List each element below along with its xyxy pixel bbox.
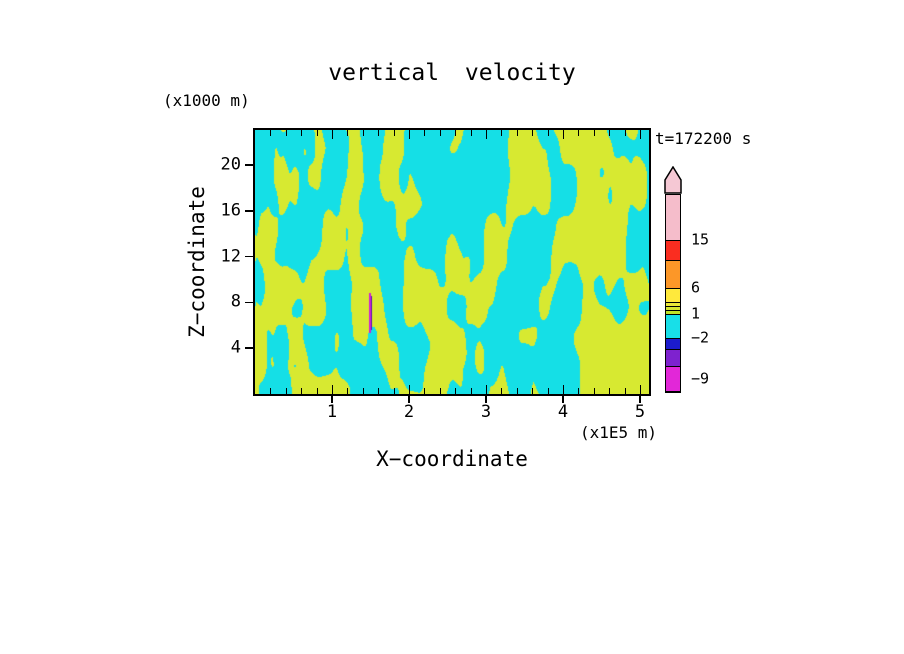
colorbar-segment: [665, 366, 681, 391]
bottom-tick: [378, 388, 380, 394]
colorbar-segment: [665, 194, 681, 240]
y-tick-label: 12: [220, 246, 241, 267]
bottom-tick: [347, 388, 349, 394]
bottom-tick: [563, 385, 564, 394]
contour-field: [255, 130, 649, 394]
x-major-tick: [408, 396, 410, 403]
top-tick: [640, 130, 641, 139]
top-tick: [347, 130, 349, 136]
bottom-tick: [332, 385, 333, 394]
top-tick: [593, 130, 595, 136]
top-tick: [270, 130, 272, 136]
bottom-tick: [640, 385, 641, 394]
x-tick-label: 3: [480, 402, 492, 422]
colorbar-tick-label: 6: [691, 278, 701, 297]
top-tick: [532, 130, 534, 136]
colorbar-tick-label: −9: [691, 369, 710, 387]
colorbar-segment: [665, 349, 681, 366]
top-tick: [424, 130, 426, 136]
bottom-tick: [578, 388, 580, 394]
colorbar-segment: [665, 288, 681, 302]
top-tick: [409, 130, 410, 139]
top-tick: [455, 130, 457, 136]
chart-title: vertical velocity: [328, 60, 576, 86]
bottom-tick: [547, 388, 549, 394]
y-major-tick: [245, 255, 253, 258]
bottom-tick: [316, 388, 318, 394]
y-axis-unit: (x1000 m): [163, 91, 250, 110]
x-major-tick: [331, 396, 333, 403]
x-major-tick: [562, 396, 564, 403]
colorbar-segment: [665, 302, 681, 306]
x-axis-label: X−coordinate: [376, 447, 528, 471]
bottom-tick: [470, 388, 472, 394]
y-tick-label: 16: [220, 200, 241, 221]
x-major-tick: [639, 396, 641, 403]
x-axis-unit: (x1E5 m): [579, 423, 657, 442]
y-tick-label: 4: [230, 337, 241, 358]
bottom-tick: [285, 388, 287, 394]
top-tick: [301, 130, 303, 136]
x-tick-label: 1: [326, 402, 338, 422]
bottom-tick: [532, 388, 534, 394]
top-tick: [609, 130, 611, 136]
y-tick-label: 20: [220, 154, 241, 175]
bottom-tick: [486, 385, 487, 394]
top-tick: [624, 130, 626, 136]
colorbar-segment: [665, 310, 681, 314]
bottom-tick: [270, 388, 272, 394]
colorbar-segment: [665, 306, 681, 310]
colorbar-segment: [665, 260, 681, 288]
timestamp: t=172200 s: [655, 129, 752, 148]
bottom-tick: [362, 388, 364, 394]
bottom-tick: [501, 388, 503, 394]
top-tick: [378, 130, 380, 136]
bottom-tick: [301, 388, 303, 394]
colorbar-segment: [665, 240, 681, 260]
top-tick: [547, 130, 549, 136]
top-tick: [486, 130, 487, 139]
top-tick: [285, 130, 287, 136]
colorbar-segment: [665, 314, 681, 338]
y-tick-label: 8: [230, 291, 241, 312]
bottom-tick: [516, 388, 518, 394]
top-tick: [316, 130, 318, 136]
top-tick: [362, 130, 364, 136]
colorbar-tick-label: −2: [691, 328, 710, 347]
y-major-tick: [245, 301, 253, 304]
top-tick: [578, 130, 580, 136]
colorbar-arrow-icon: [664, 166, 682, 194]
y-major-tick: [245, 210, 253, 212]
y-major-tick: [245, 347, 253, 349]
colorbar-bottom-cap: [665, 391, 681, 393]
x-major-tick: [485, 396, 487, 403]
bottom-tick: [609, 388, 611, 394]
colorbar-tick-label: 15: [691, 230, 710, 249]
x-tick-label: 2: [403, 402, 415, 422]
x-tick-label: 5: [634, 402, 646, 422]
top-tick: [516, 130, 518, 136]
x-tick-label: 4: [557, 402, 569, 422]
top-tick: [393, 130, 395, 136]
colorbar-tick-label: 1: [691, 304, 701, 323]
bottom-tick: [409, 385, 410, 394]
top-tick: [470, 130, 472, 136]
bottom-tick: [455, 388, 457, 394]
top-tick: [439, 130, 441, 136]
y-major-tick: [245, 164, 253, 166]
bottom-tick: [593, 388, 595, 394]
top-tick: [563, 130, 564, 139]
top-tick: [501, 130, 503, 136]
bottom-tick: [393, 388, 395, 394]
bottom-tick: [439, 388, 441, 394]
top-tick: [332, 130, 333, 139]
colorbar-segment: [665, 338, 681, 349]
bottom-tick: [624, 388, 626, 394]
bottom-tick: [424, 388, 426, 394]
plot-frame: [253, 128, 651, 396]
